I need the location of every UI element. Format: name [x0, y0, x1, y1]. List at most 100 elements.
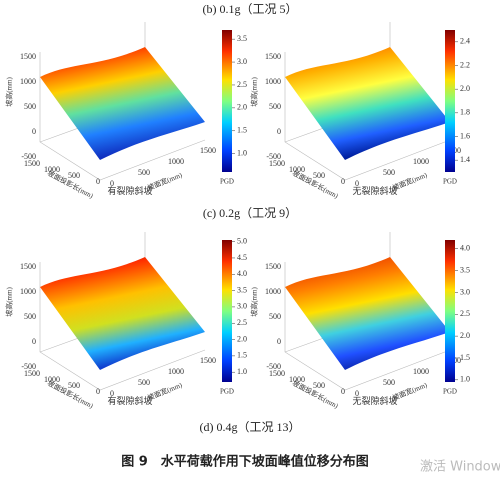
z-tick-label: 1000 — [265, 77, 281, 86]
y-tick-label: 1500 — [269, 159, 285, 168]
figure-caption: 图 9 水平荷载作用下坡面峰值位移分布图 — [121, 454, 369, 470]
x-tick-label: 0 — [355, 179, 359, 188]
x-tick-label: 1500 — [200, 356, 216, 365]
y-tick-label: 1000 — [289, 375, 305, 384]
y-tick-label: 1500 — [24, 369, 40, 378]
z-tick-label: 500 — [269, 102, 281, 111]
colorbar-tick-label: 4.5 — [237, 253, 247, 262]
colorbar-tick-label: 3.5 — [460, 265, 470, 274]
y-tick-label: 0 — [96, 387, 100, 396]
surface — [285, 47, 450, 160]
colorbar-tick-label: 2.0 — [237, 334, 247, 343]
surface — [40, 47, 205, 160]
z-tick-label: -500 — [21, 152, 36, 161]
z-label: 坡高(mm) — [250, 77, 259, 107]
colorbar-tick-label: 3.5 — [237, 285, 247, 294]
x-tick-label: 0 — [110, 389, 114, 398]
caption: (d) 0.4g（工况 13） — [200, 420, 301, 434]
z-tick-label: -500 — [21, 362, 36, 371]
z-tick-label: 1500 — [20, 52, 36, 61]
z-tick-label: 500 — [24, 312, 36, 321]
colorbar-tick-label: 2.4 — [460, 37, 470, 46]
y-tick-label: 1000 — [44, 375, 60, 384]
colorbar-tick-label: 1.0 — [237, 367, 247, 376]
y-tick-label: 0 — [96, 177, 100, 186]
colorbar-tick-label: 1.6 — [460, 131, 470, 140]
z-tick-label: 1000 — [20, 287, 36, 296]
colorbar-tick-label: 4.0 — [460, 244, 470, 253]
y-tick-label: 1000 — [44, 165, 60, 174]
colorbar — [222, 240, 232, 382]
z-tick-label: 500 — [24, 102, 36, 111]
x-tick-label: 1000 — [413, 157, 429, 166]
colorbar-label: PGD — [220, 388, 234, 396]
colorbar-tick-label: 1.8 — [460, 108, 470, 117]
subtitle: 有裂隙斜坡 — [107, 185, 152, 196]
colorbar-tick-label: 1.4 — [460, 155, 470, 164]
z-tick-label: 1000 — [265, 287, 281, 296]
colorbar-tick-label: 1.5 — [237, 126, 247, 135]
y-tick-label: 500 — [68, 171, 80, 180]
y-tick-label: 1500 — [24, 159, 40, 168]
x-tick-label: 0 — [355, 389, 359, 398]
colorbar-tick-label: 2.2 — [460, 60, 470, 69]
colorbar-tick-label: 3.0 — [460, 287, 470, 296]
panel: -500050010001500坡高(mm)150010005000坡面投影长(… — [250, 22, 470, 200]
y-tick-label: 1000 — [289, 165, 305, 174]
y-tick-label: 0 — [341, 387, 345, 396]
colorbar-tick-label: 1.0 — [460, 375, 470, 384]
colorbar — [445, 30, 455, 172]
z-tick-label: 1000 — [20, 77, 36, 86]
x-tick-label: 1000 — [168, 157, 184, 166]
colorbar-tick-label: 1.0 — [237, 149, 247, 158]
caption: (b) 0.1g（工况 5） — [203, 2, 298, 16]
x-tick-label: 500 — [383, 378, 395, 387]
x-tick-label: 1000 — [168, 367, 184, 376]
colorbar-tick-label: 2.5 — [237, 318, 247, 327]
z-tick-label: 500 — [269, 312, 281, 321]
colorbar-tick-label: 3.5 — [237, 34, 247, 43]
z-tick-label: -500 — [266, 362, 281, 371]
colorbar-label: PGD — [220, 178, 234, 186]
z-label: 坡高(mm) — [250, 287, 259, 317]
colorbar-tick-label: 2.5 — [460, 309, 470, 318]
x-tick-label: 0 — [110, 179, 114, 188]
y-tick-label: 1500 — [269, 369, 285, 378]
subtitle: 无裂隙斜坡 — [352, 395, 397, 406]
panel: -500050010001500坡高(mm)150010005000坡面投影长(… — [5, 22, 247, 200]
subtitle: 无裂隙斜坡 — [352, 185, 397, 196]
z-tick-label: 0 — [32, 127, 36, 136]
colorbar-tick-label: 1.5 — [237, 351, 247, 360]
surface — [40, 257, 205, 370]
x-tick-label: 500 — [138, 378, 150, 387]
z-tick-label: 0 — [277, 337, 281, 346]
watermark: 激活 Window — [420, 460, 500, 475]
panel: -500050010001500坡高(mm)150010005000坡面投影长(… — [250, 232, 470, 410]
y-tick-label: 500 — [313, 171, 325, 180]
y-tick-label: 500 — [313, 381, 325, 390]
colorbar-label: PGD — [443, 178, 457, 186]
x-tick-label: 500 — [383, 168, 395, 177]
z-tick-label: -500 — [266, 152, 281, 161]
z-tick-label: 1500 — [265, 262, 281, 271]
z-tick-label: 1500 — [265, 52, 281, 61]
colorbar-tick-label: 3.0 — [237, 302, 247, 311]
z-tick-label: 0 — [277, 127, 281, 136]
colorbar-label: PGD — [443, 388, 457, 396]
colorbar-tick-label: 1.5 — [460, 353, 470, 362]
colorbar-tick-label: 3.0 — [237, 57, 247, 66]
z-tick-label: 0 — [32, 337, 36, 346]
z-label: 坡高(mm) — [5, 77, 14, 107]
y-tick-label: 0 — [341, 177, 345, 186]
colorbar-tick-label: 5.0 — [237, 236, 247, 245]
colorbar-tick-label: 2.0 — [460, 331, 470, 340]
x-tick-label: 500 — [138, 168, 150, 177]
colorbar — [222, 30, 232, 172]
y-tick-label: 500 — [68, 381, 80, 390]
z-tick-label: 1500 — [20, 262, 36, 271]
colorbar-tick-label: 2.0 — [460, 84, 470, 93]
colorbar — [445, 240, 455, 382]
colorbar-tick-label: 2.0 — [237, 103, 247, 112]
surface — [285, 257, 450, 370]
